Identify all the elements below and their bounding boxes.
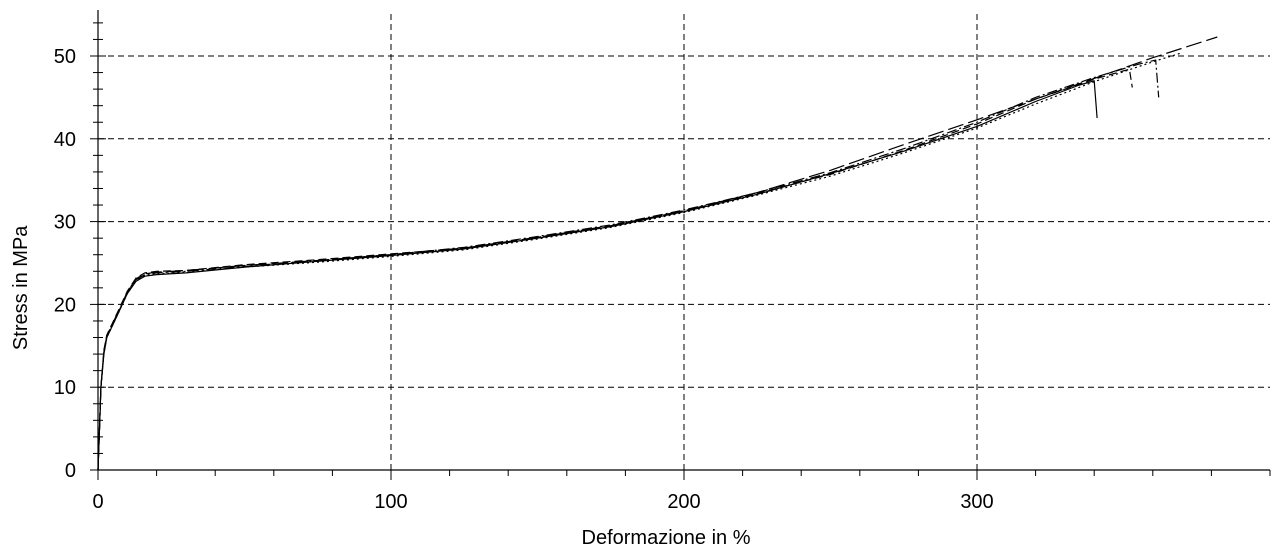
y-tick-label-20: 20 bbox=[54, 294, 76, 316]
x-tick-label-0: 0 bbox=[92, 491, 103, 513]
series-line-1 bbox=[97, 80, 1098, 471]
data-series bbox=[97, 36, 1218, 471]
y-tick-label-30: 30 bbox=[54, 212, 76, 234]
series-line-2 bbox=[97, 68, 1133, 471]
y-axis-title: Stress in MPa bbox=[10, 225, 32, 350]
y-tick-label-10: 10 bbox=[54, 377, 76, 399]
x-tick-label-200: 200 bbox=[667, 491, 700, 513]
x-tick-label-100: 100 bbox=[374, 491, 407, 513]
grid-lines bbox=[98, 10, 1270, 470]
series-line-4 bbox=[97, 36, 1218, 471]
x-axis-title: Deformazione in % bbox=[582, 527, 751, 549]
y-tick-label-0: 0 bbox=[65, 460, 76, 482]
tick-marks bbox=[90, 22, 1271, 480]
series-line-5 bbox=[97, 52, 1183, 471]
tick-labels: 0 100 200 300 0 10 20 30 40 50 bbox=[54, 46, 994, 513]
x-tick-label-300: 300 bbox=[960, 491, 993, 513]
y-tick-label-50: 50 bbox=[54, 46, 76, 68]
y-tick-label-40: 40 bbox=[54, 129, 76, 151]
